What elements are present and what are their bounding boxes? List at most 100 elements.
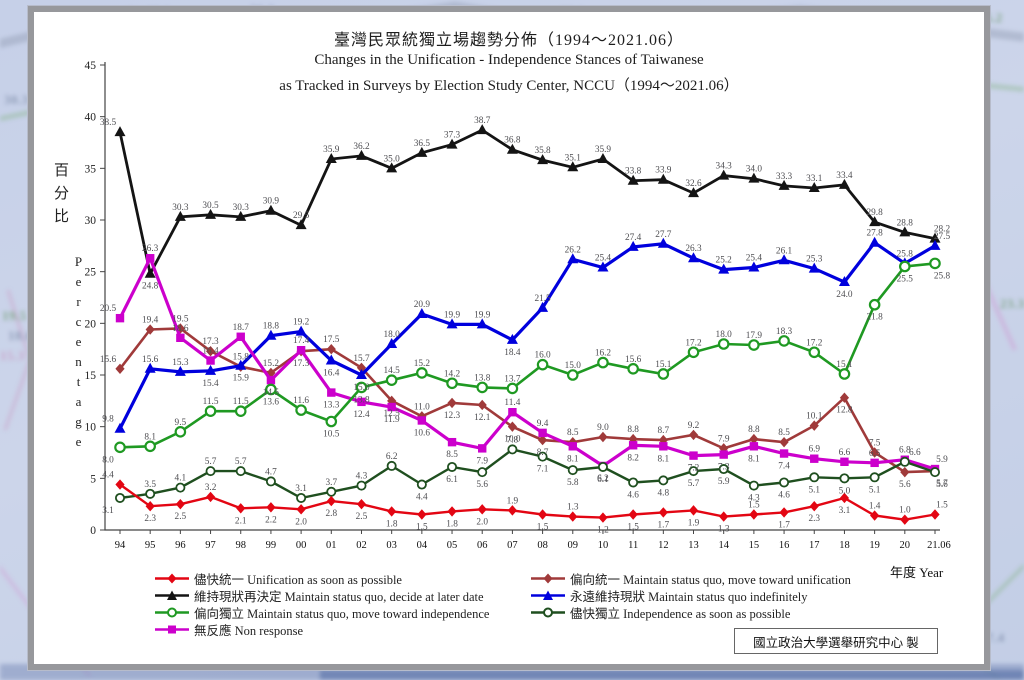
svg-text:33.3: 33.3 bbox=[776, 172, 793, 182]
svg-text:18.8: 18.8 bbox=[263, 322, 280, 332]
svg-text:26.1: 26.1 bbox=[776, 246, 793, 256]
svg-text:10.1: 10.1 bbox=[806, 412, 823, 422]
x-axis-title: 年度 Year bbox=[890, 565, 944, 580]
svg-text:17.5: 17.5 bbox=[323, 335, 340, 345]
svg-text:26.3: 26.3 bbox=[142, 244, 159, 254]
svg-text:5.1: 5.1 bbox=[808, 485, 820, 495]
svg-text:2.3: 2.3 bbox=[144, 514, 156, 524]
svg-text:35.8: 35.8 bbox=[534, 146, 551, 156]
legend-item-non-response: 無反應 Non response bbox=[154, 621, 304, 638]
chart-title-zh: 臺灣民眾統獨立場趨勢分佈（1994～2021.06） bbox=[333, 32, 684, 49]
svg-text:8.8: 8.8 bbox=[748, 425, 760, 435]
svg-text:18.4: 18.4 bbox=[504, 348, 521, 358]
svg-text:07: 07 bbox=[507, 540, 518, 551]
svg-text:2.5: 2.5 bbox=[356, 512, 368, 522]
svg-text:5.1: 5.1 bbox=[869, 485, 881, 495]
svg-text:6.8: 6.8 bbox=[899, 446, 911, 456]
backdrop-number: 18.0 bbox=[8, 328, 33, 343]
svg-text:17.2: 17.2 bbox=[806, 338, 823, 348]
svg-text:27.4: 27.4 bbox=[625, 233, 642, 243]
svg-text:9.8: 9.8 bbox=[102, 415, 114, 425]
svg-text:25.4: 25.4 bbox=[746, 254, 763, 264]
svg-text:8.5: 8.5 bbox=[567, 428, 579, 438]
series-line-status-quo-decide-later bbox=[118, 128, 936, 278]
svg-text:21.5: 21.5 bbox=[534, 294, 551, 304]
chart-panel: 臺灣民眾統獨立場趨勢分佈（1994～2021.06） Changes in th… bbox=[28, 6, 990, 670]
svg-text:4.7: 4.7 bbox=[265, 467, 277, 477]
legend-item-status-quo-indefinitely: 永遠維持現狀 Maintain status quo indefinitely bbox=[530, 587, 807, 604]
legend-item-independence-asap: 儘快獨立 Independence as soon as possible bbox=[530, 604, 791, 621]
credit-box: 國立政治大學選舉研究中心 製 bbox=[734, 628, 938, 654]
svg-text:1.4: 1.4 bbox=[869, 502, 881, 512]
svg-text:6.9: 6.9 bbox=[808, 445, 820, 455]
svg-text:01: 01 bbox=[326, 540, 337, 551]
legend-label: 無反應 Non response bbox=[194, 623, 304, 638]
svg-text:35: 35 bbox=[85, 163, 97, 175]
svg-text:9.0: 9.0 bbox=[597, 423, 609, 433]
svg-text:18.7: 18.7 bbox=[233, 323, 250, 333]
svg-text:45: 45 bbox=[85, 60, 97, 72]
svg-text:15.1: 15.1 bbox=[836, 360, 853, 370]
svg-text:4.1: 4.1 bbox=[175, 474, 187, 484]
svg-text:15.2: 15.2 bbox=[263, 359, 280, 369]
svg-text:13.6: 13.6 bbox=[263, 397, 280, 407]
svg-text:1.5: 1.5 bbox=[627, 523, 639, 533]
svg-text:4.4: 4.4 bbox=[102, 471, 114, 481]
chart-title-en-2: as Tracked in Surveys by Election Study … bbox=[279, 78, 739, 94]
svg-text:10.5: 10.5 bbox=[323, 430, 340, 440]
svg-text:25: 25 bbox=[85, 267, 97, 279]
series-line-independence-asap bbox=[119, 448, 936, 500]
svg-text:38.5: 38.5 bbox=[100, 118, 117, 128]
svg-text:95: 95 bbox=[145, 540, 156, 551]
svg-text:6.2: 6.2 bbox=[597, 474, 609, 484]
svg-text:15.0: 15.0 bbox=[565, 361, 582, 371]
legend-item-unification-asap: 儘快統一 Unification as soon as possible bbox=[154, 570, 402, 587]
svg-text:0: 0 bbox=[90, 525, 96, 537]
svg-text:13.8: 13.8 bbox=[474, 373, 491, 383]
svg-text:5.6: 5.6 bbox=[476, 480, 488, 490]
svg-text:4.6: 4.6 bbox=[627, 490, 639, 500]
legend-marker-circle-open-small-icon bbox=[531, 607, 565, 617]
legend-marker-triangle-icon bbox=[531, 590, 565, 600]
svg-text:3.5: 3.5 bbox=[144, 480, 156, 490]
svg-text:17.3: 17.3 bbox=[202, 337, 219, 347]
svg-text:36.2: 36.2 bbox=[353, 142, 370, 152]
svg-text:19.2: 19.2 bbox=[293, 318, 310, 328]
svg-text:6.5: 6.5 bbox=[869, 449, 881, 459]
svg-text:7.3: 7.3 bbox=[718, 463, 730, 473]
y-axis-title-zh: 百分比 bbox=[52, 162, 68, 231]
svg-text:25.5: 25.5 bbox=[897, 275, 914, 285]
svg-text:15.2: 15.2 bbox=[414, 359, 431, 369]
svg-text:1.7: 1.7 bbox=[658, 520, 670, 530]
svg-text:7.1: 7.1 bbox=[537, 465, 549, 475]
svg-text:33.1: 33.1 bbox=[806, 174, 823, 184]
svg-text:34.3: 34.3 bbox=[716, 162, 733, 172]
svg-text:18.0: 18.0 bbox=[384, 330, 401, 340]
svg-text:14.5: 14.5 bbox=[384, 366, 401, 376]
svg-text:9.2: 9.2 bbox=[688, 421, 700, 431]
svg-text:1.5: 1.5 bbox=[537, 523, 549, 533]
svg-text:35.0: 35.0 bbox=[384, 154, 401, 164]
svg-text:10: 10 bbox=[598, 540, 609, 551]
svg-text:5.9: 5.9 bbox=[718, 477, 730, 487]
svg-text:3.1: 3.1 bbox=[295, 484, 307, 494]
svg-text:15.6: 15.6 bbox=[100, 355, 117, 365]
series-line-unification-asap bbox=[119, 483, 936, 521]
svg-text:11.9: 11.9 bbox=[384, 415, 400, 425]
svg-text:14.5: 14.5 bbox=[263, 388, 280, 398]
svg-text:2.8: 2.8 bbox=[325, 509, 337, 519]
svg-text:7.2: 7.2 bbox=[688, 464, 700, 474]
svg-text:6.2: 6.2 bbox=[386, 452, 398, 462]
svg-text:30.5: 30.5 bbox=[202, 201, 219, 211]
svg-text:4.6: 4.6 bbox=[778, 490, 790, 500]
svg-text:2.3: 2.3 bbox=[808, 514, 820, 524]
legend-label: 儘快獨立 Independence as soon as possible bbox=[570, 606, 791, 621]
legend-marker-square-icon bbox=[155, 625, 189, 633]
svg-text:10.0: 10.0 bbox=[504, 435, 521, 445]
svg-text:33.9: 33.9 bbox=[655, 166, 672, 176]
svg-text:16.4: 16.4 bbox=[323, 369, 340, 379]
svg-text:12.3: 12.3 bbox=[444, 411, 461, 421]
svg-text:25.4: 25.4 bbox=[595, 254, 612, 264]
svg-text:8.7: 8.7 bbox=[537, 448, 549, 458]
